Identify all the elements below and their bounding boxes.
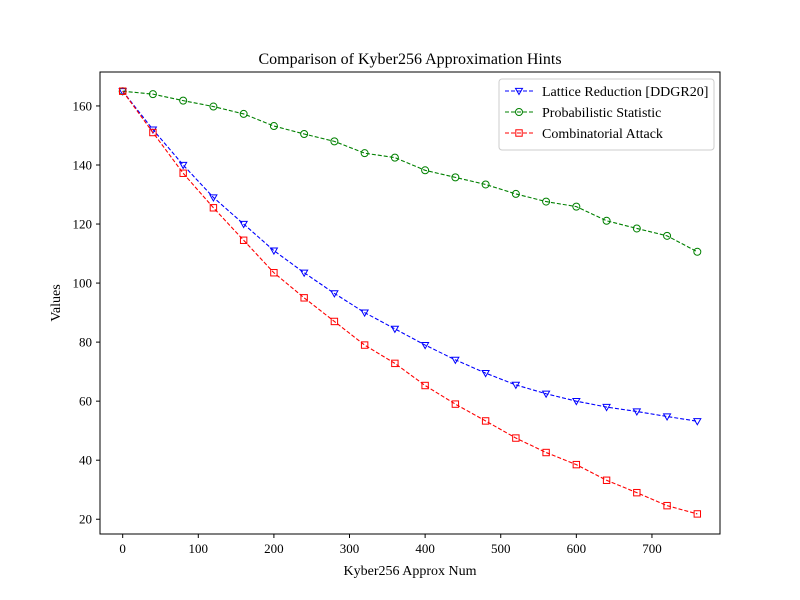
series-3: [118, 87, 702, 518]
y-tick-label: 60: [79, 394, 92, 409]
data-point: [632, 224, 641, 233]
data-point: [481, 369, 490, 378]
legend-label: Combinatorial Attack: [542, 127, 663, 142]
legend-item: Probabilistic Statistic: [505, 106, 661, 121]
series-line: [122, 90, 698, 515]
data-point: [421, 381, 429, 390]
y-tick-label: 20: [79, 512, 92, 527]
y-tick-label: 160: [73, 98, 93, 113]
x-tick-label: 0: [119, 541, 126, 556]
series-layer: [118, 87, 702, 518]
data-point: [481, 417, 490, 425]
x-tick-label: 200: [264, 541, 284, 556]
data-point: [300, 294, 308, 302]
data-point: [602, 216, 611, 225]
data-point: [391, 359, 399, 368]
data-point: [420, 341, 430, 350]
data-point: [209, 194, 218, 202]
legend-label: Probabilistic Statistic: [542, 106, 661, 121]
data-point: [692, 418, 702, 426]
data-point: [360, 341, 369, 349]
data-point: [572, 202, 581, 211]
data-point: [269, 247, 279, 256]
data-point: [330, 137, 339, 146]
series-1: [118, 88, 702, 426]
legend-marker: [515, 129, 523, 137]
data-point: [270, 269, 278, 277]
data-point: [541, 390, 551, 399]
legend-box: [498, 78, 715, 151]
data-point: [451, 173, 460, 182]
data-point: [239, 109, 248, 118]
data-point: [542, 448, 550, 457]
data-point: [118, 87, 127, 95]
data-point: [390, 153, 399, 162]
x-tick-label: 500: [491, 541, 511, 556]
y-axis: 20 40 60 80 100 120 140 160: [73, 98, 100, 527]
data-point: [451, 400, 460, 408]
data-point: [239, 236, 248, 244]
data-point: [602, 476, 611, 484]
data-point: [299, 269, 309, 278]
data-point: [300, 129, 309, 138]
legend-item: Combinatorial Attack: [505, 127, 663, 142]
data-point: [512, 434, 520, 442]
data-point: [148, 90, 157, 99]
data-point: [693, 247, 702, 256]
data-point: [330, 317, 339, 326]
data-point: [572, 460, 581, 469]
data-point: [330, 290, 339, 298]
legend: Lattice Reduction [DDGR20] Probabilistic …: [498, 78, 715, 151]
data-point: [178, 161, 188, 170]
y-tick-label: 80: [79, 335, 92, 350]
plot-frame: [99, 71, 721, 535]
data-point: [421, 166, 430, 175]
legend-label: Lattice Reduction [DDGR20]: [542, 85, 708, 100]
data-point: [269, 122, 278, 131]
data-point: [239, 220, 249, 229]
y-tick-label: 100: [73, 276, 93, 291]
x-tick-label: 100: [189, 541, 209, 556]
data-point: [602, 403, 611, 412]
legend-marker: [514, 87, 524, 96]
data-point: [149, 128, 157, 137]
legend-item: Lattice Reduction [DDGR20]: [505, 85, 708, 100]
data-point: [542, 197, 551, 206]
data-point: [481, 180, 490, 189]
data-point: [209, 102, 218, 111]
data-point: [179, 169, 187, 177]
data-point: [360, 149, 369, 158]
data-point: [209, 204, 218, 212]
x-tick-label: 300: [340, 541, 360, 556]
y-tick-label: 40: [79, 453, 92, 468]
data-point: [663, 231, 672, 240]
data-point: [360, 309, 369, 318]
legend-marker: [515, 108, 523, 116]
data-point: [693, 510, 702, 518]
y-axis-title: Values: [49, 284, 64, 321]
data-point: [451, 356, 460, 365]
data-point: [511, 189, 520, 198]
data-point: [632, 408, 642, 416]
data-point: [633, 488, 641, 497]
x-tick-label: 600: [567, 541, 587, 556]
data-point: [179, 96, 188, 105]
x-tick-label: 700: [642, 541, 662, 556]
y-tick-label: 140: [73, 157, 93, 172]
data-point: [662, 413, 672, 422]
data-point: [390, 325, 400, 334]
series-line: [122, 90, 698, 422]
data-point: [663, 501, 671, 510]
x-axis-title: Kyber256 Approx Num: [344, 564, 477, 579]
x-axis: 0 100 200 300 400 500 600 700: [119, 534, 662, 556]
chart-title: Comparison of Kyber256 Approximation Hin…: [258, 51, 561, 68]
x-tick-label: 400: [415, 541, 435, 556]
series-line: [122, 90, 698, 253]
data-point: [511, 381, 521, 390]
data-point: [571, 398, 581, 406]
y-tick-label: 120: [73, 217, 93, 232]
